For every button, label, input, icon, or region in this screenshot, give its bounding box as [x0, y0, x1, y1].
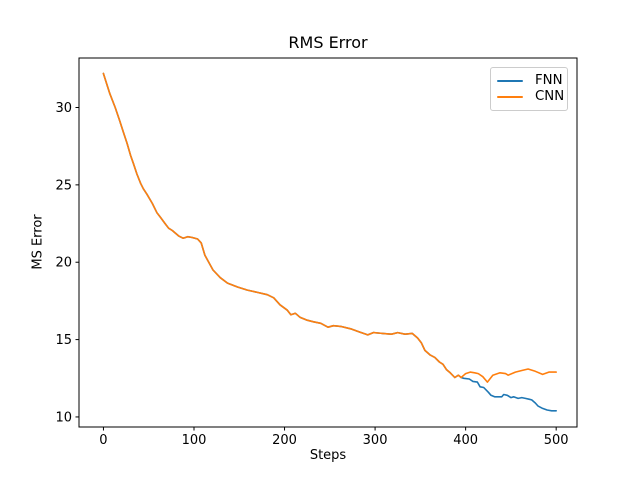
- y-tick-label: 30: [55, 101, 72, 116]
- x-tick-label: 300: [363, 433, 388, 448]
- x-tick-label: 200: [272, 433, 297, 448]
- legend-label-cnn: CNN: [535, 89, 565, 104]
- y-tick-label: 10: [55, 410, 72, 425]
- x-tick-label: 500: [544, 433, 569, 448]
- y-tick-label: 20: [55, 256, 72, 271]
- y-tick-label: 15: [55, 333, 72, 348]
- cnn-line-swatch: [497, 95, 523, 99]
- legend: FNN CNN: [490, 67, 568, 111]
- legend-item-fnn: FNN: [497, 73, 563, 89]
- x-axis-label: Steps: [309, 448, 347, 463]
- legend-item-cnn: CNN: [497, 89, 565, 105]
- y-axis-label: MS Error: [30, 214, 46, 270]
- x-tick-label: 400: [453, 433, 478, 448]
- legend-label-fnn: FNN: [535, 73, 563, 88]
- x-tick-label: 100: [182, 433, 207, 448]
- plot-spines: [78, 57, 578, 428]
- fnn-line-swatch: [497, 79, 523, 83]
- x-tick-label: 0: [99, 433, 107, 448]
- chart-title: RMS Error: [288, 33, 368, 52]
- series-line-fnn: [102, 72, 558, 412]
- series-line-cnn: [102, 72, 558, 383]
- y-tick-label: 25: [55, 178, 72, 193]
